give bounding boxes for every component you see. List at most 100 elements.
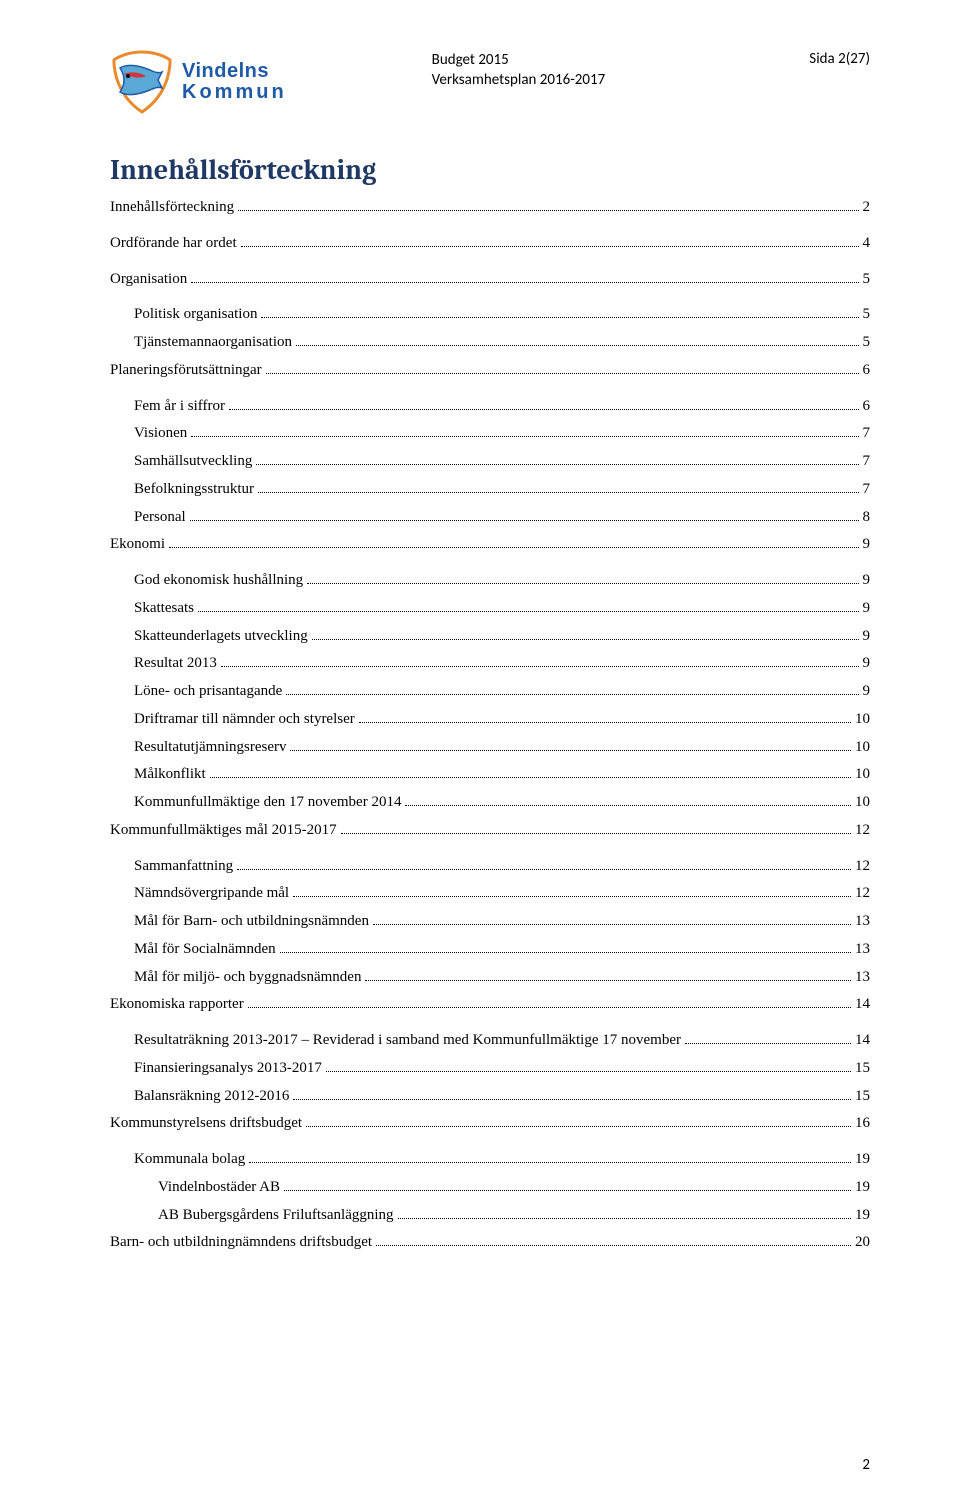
toc-leader-dots <box>258 492 859 493</box>
toc-entry-label: Vindelnbostäder AB <box>158 1174 280 1202</box>
toc-entry: Målkonflikt10 <box>110 761 870 789</box>
toc-leader-dots <box>256 464 858 465</box>
toc-entry: Ordförande har ordet4 <box>110 230 870 258</box>
toc-entry-page: 10 <box>855 789 870 817</box>
toc-leader-dots <box>373 924 851 925</box>
toc-entry-page: 13 <box>855 936 870 964</box>
logo-text-line2: Kommun <box>182 82 287 103</box>
toc-leader-dots <box>341 833 851 834</box>
toc-entry-page: 16 <box>855 1110 870 1138</box>
toc-leader-dots <box>169 547 859 548</box>
toc-entry-label: Fem år i siffror <box>134 393 225 421</box>
toc-entry-label: Organisation <box>110 266 187 294</box>
toc-entry: Skatteunderlagets utveckling9 <box>110 623 870 651</box>
toc-entry-page: 12 <box>855 853 870 881</box>
toc-entry-page: 10 <box>855 706 870 734</box>
toc-entry-label: Nämndsövergripande mål <box>134 880 289 908</box>
toc-entry: Kommunstyrelsens driftsbudget 16 <box>110 1110 870 1138</box>
fish-shield-icon <box>110 50 174 114</box>
toc-entry-page: 9 <box>863 678 871 706</box>
toc-entry: Visionen 7 <box>110 420 870 448</box>
toc-entry-label: Visionen <box>134 420 187 448</box>
toc-entry: Resultat 20139 <box>110 650 870 678</box>
toc-entry-page: 19 <box>855 1202 870 1230</box>
toc-leader-dots <box>398 1218 851 1219</box>
header-title: Budget 2015 Verksamhetsplan 2016-2017 <box>432 50 606 91</box>
toc-entry: Kommunfullmäktige den 17 november 2014 10 <box>110 789 870 817</box>
toc-entry-label: Driftramar till nämnder och styrelser <box>134 706 355 734</box>
toc-leader-dots <box>249 1162 851 1163</box>
toc-entry: Ekonomi 9 <box>110 531 870 559</box>
toc-entry-label: Löne- och prisantagande <box>134 678 282 706</box>
toc-leader-dots <box>190 520 859 521</box>
toc-entry-page: 8 <box>863 504 871 532</box>
toc-gap <box>110 385 870 393</box>
toc-entry-page: 9 <box>863 531 871 559</box>
toc-entry-page: 19 <box>855 1174 870 1202</box>
toc-gap <box>110 1138 870 1146</box>
toc-entry-label: Kommunfullmäktiges mål 2015-2017 <box>110 817 337 845</box>
toc-gap <box>110 293 870 301</box>
toc-entry: Politisk organisation5 <box>110 301 870 329</box>
toc-entry: Resultaträkning 2013-2017 – Reviderad i … <box>110 1027 870 1055</box>
toc-entry-label: Balansräkning 2012-2016 <box>134 1083 289 1111</box>
toc-entry: Mål för miljö- och byggnadsnämnden13 <box>110 964 870 992</box>
toc-entry-label: AB Bubergsgårdens Friluftsanläggning <box>158 1202 394 1230</box>
toc-leader-dots <box>376 1245 851 1246</box>
toc-entry-label: Mål för Socialnämnden <box>134 936 276 964</box>
toc-entry: Driftramar till nämnder och styrelser 10 <box>110 706 870 734</box>
toc-entry: Befolkningsstruktur7 <box>110 476 870 504</box>
toc-entry-page: 12 <box>855 817 870 845</box>
toc-entry-page: 10 <box>855 734 870 762</box>
toc-entry-label: Mål för miljö- och byggnadsnämnden <box>134 964 361 992</box>
toc-entry-page: 14 <box>855 991 870 1019</box>
toc-entry-page: 9 <box>863 595 871 623</box>
toc-entry-page: 9 <box>863 567 871 595</box>
toc-leader-dots <box>293 896 851 897</box>
toc-entry-page: 9 <box>863 623 871 651</box>
toc-entry: Mål för Socialnämnden 13 <box>110 936 870 964</box>
toc-entry-label: Kommunfullmäktige den 17 november 2014 <box>134 789 401 817</box>
toc-entry-label: Kommunala bolag <box>134 1146 245 1174</box>
toc-entry-label: Kommunstyrelsens driftsbudget <box>110 1110 302 1138</box>
toc-gap <box>110 222 870 230</box>
toc-entry-label: Ekonomi <box>110 531 165 559</box>
toc-entry-page: 15 <box>855 1055 870 1083</box>
toc-entry: AB Bubergsgårdens Friluftsanläggning 19 <box>110 1202 870 1230</box>
toc-entry-label: Befolkningsstruktur <box>134 476 254 504</box>
footer-page-number: 2 <box>862 1456 870 1474</box>
toc-leader-dots <box>326 1071 851 1072</box>
toc-heading: Innehållsförteckning <box>110 154 870 186</box>
toc-entry-label: Politisk organisation <box>134 301 257 329</box>
toc-entry: Mål för Barn- och utbildningsnämnden 13 <box>110 908 870 936</box>
toc-leader-dots <box>365 980 851 981</box>
toc-entry-label: Skattesats <box>134 595 194 623</box>
toc-entry-label: God ekonomisk hushållning <box>134 567 303 595</box>
toc-gap <box>110 1019 870 1027</box>
header-title-line2: Verksamhetsplan 2016-2017 <box>432 70 606 90</box>
toc-leader-dots <box>221 666 859 667</box>
toc-leader-dots <box>198 611 859 612</box>
toc-entry: Balansräkning 2012-201615 <box>110 1083 870 1111</box>
toc-entry-label: Planeringsförutsättningar <box>110 357 262 385</box>
toc-leader-dots <box>290 750 851 751</box>
toc-leader-dots <box>280 952 851 953</box>
toc-entry-label: Barn- och utbildningnämndens driftsbudge… <box>110 1229 372 1257</box>
header-page-indicator: Sida 2(27) <box>809 50 870 68</box>
toc-leader-dots <box>241 246 859 247</box>
document-page: Vindelns Kommun Budget 2015 Verksamhetsp… <box>0 0 960 1504</box>
toc-entry: Resultatutjämningsreserv 10 <box>110 734 870 762</box>
toc-entry-label: Resultatutjämningsreserv <box>134 734 286 762</box>
toc-leader-dots <box>238 210 858 211</box>
toc-entry-page: 12 <box>855 880 870 908</box>
toc-entry-label: Innehållsförteckning <box>110 194 234 222</box>
toc-entry-label: Sammanfattning <box>134 853 233 881</box>
toc-entry: Tjänstemannaorganisation5 <box>110 329 870 357</box>
toc-entry: Kommunfullmäktiges mål 2015-2017 12 <box>110 817 870 845</box>
toc-entry-page: 13 <box>855 908 870 936</box>
toc-entry-page: 2 <box>863 194 871 222</box>
toc-entry-page: 7 <box>863 420 871 448</box>
toc-entry-label: Mål för Barn- och utbildningsnämnden <box>134 908 369 936</box>
toc-entry: God ekonomisk hushållning 9 <box>110 567 870 595</box>
toc-leader-dots <box>261 317 858 318</box>
